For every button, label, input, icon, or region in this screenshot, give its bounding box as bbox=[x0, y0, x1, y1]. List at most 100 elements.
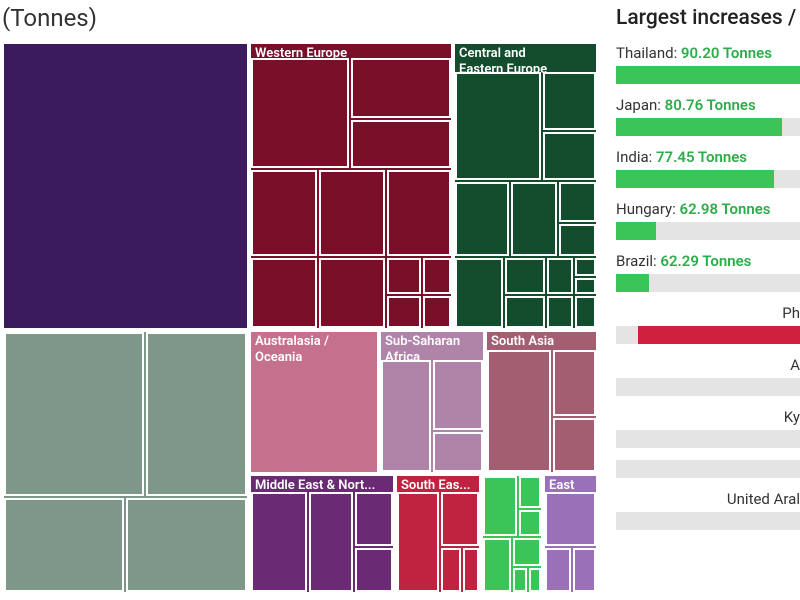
treemap-cell-we-12[interactable] bbox=[423, 296, 451, 328]
left-panel: (Tonnes) Western EuropeCentral andEaster… bbox=[0, 0, 600, 600]
bar-track bbox=[616, 512, 800, 530]
treemap-cell-cee-11[interactable] bbox=[547, 258, 573, 294]
treemap-cell-we-4[interactable] bbox=[251, 170, 317, 256]
treemap-label: Australasia /Oceania bbox=[255, 334, 329, 365]
treemap-cell-ea-1[interactable] bbox=[545, 492, 596, 546]
treemap-cell-la-6[interactable] bbox=[513, 568, 527, 592]
treemap-cell-cee-2[interactable] bbox=[543, 72, 596, 130]
treemap-cell-ea-3[interactable] bbox=[573, 548, 596, 592]
treemap-cell-we-9[interactable] bbox=[387, 258, 421, 294]
treemap-cell-ssa-2[interactable] bbox=[433, 360, 483, 430]
increase-label: Thailand: 90.20 Tonnes bbox=[616, 44, 800, 62]
treemap-cell-cee-1[interactable] bbox=[455, 72, 541, 180]
treemap-cell-ssa-1[interactable] bbox=[381, 360, 431, 472]
treemap-cell-cee-14[interactable] bbox=[547, 296, 573, 328]
decrease-row: United Aral bbox=[616, 490, 800, 530]
treemap-cell-mena-1[interactable] bbox=[251, 492, 307, 592]
treemap-cell-mena-4[interactable] bbox=[355, 548, 393, 592]
bar-track bbox=[616, 378, 800, 396]
increase-label: Brazil: 62.29 Tonnes bbox=[616, 252, 800, 270]
treemap-cell-cee-13[interactable] bbox=[575, 278, 596, 294]
treemap-cell-la-1[interactable] bbox=[483, 476, 517, 536]
treemap-cell-sea-4[interactable] bbox=[463, 548, 479, 592]
bar-track bbox=[616, 430, 800, 448]
decrease-label: Ph bbox=[616, 304, 800, 322]
decrease-row: Ky bbox=[616, 408, 800, 448]
bar-fill bbox=[616, 118, 782, 136]
dashboard-container: (Tonnes) Western EuropeCentral andEaster… bbox=[0, 0, 800, 600]
increases-title: Largest increases / bbox=[616, 6, 800, 44]
bar-fill bbox=[616, 274, 649, 292]
increase-label: India: 77.45 Tonnes bbox=[616, 148, 800, 166]
treemap-cell-cee-8[interactable] bbox=[455, 258, 503, 328]
bar-track bbox=[616, 326, 800, 344]
treemap-cell-cee-6[interactable] bbox=[559, 182, 596, 222]
treemap-cell-cee-15[interactable] bbox=[575, 296, 596, 328]
treemap-cell-sa-3[interactable] bbox=[553, 418, 596, 472]
decrease-label: A bbox=[616, 356, 800, 374]
treemap-cell-big-purple[interactable] bbox=[2, 42, 249, 330]
treemap-cell-we-2[interactable] bbox=[351, 58, 451, 118]
treemap-cell-we-6[interactable] bbox=[387, 170, 451, 256]
bar-fill bbox=[616, 66, 800, 84]
increase-label: Hungary: 62.98 Tonnes bbox=[616, 200, 800, 218]
treemap-cell-sea-1[interactable] bbox=[397, 492, 439, 592]
decrease-row: Ph bbox=[616, 304, 800, 344]
decrease-label: United Aral bbox=[616, 490, 800, 508]
treemap-cell-we-11[interactable] bbox=[387, 296, 421, 328]
decrease-list: Ph A Ky United Aral bbox=[616, 304, 800, 530]
increase-list: Thailand: 90.20 Tonnes Japan: 80.76 Tonne… bbox=[616, 44, 800, 292]
increase-row: India: 77.45 Tonnes bbox=[616, 148, 800, 188]
treemap-cell-we-3[interactable] bbox=[351, 120, 451, 168]
treemap-cell-cee-7[interactable] bbox=[559, 224, 596, 256]
treemap-cell-na-2[interactable] bbox=[146, 332, 247, 496]
treemap-cell-ea-2[interactable] bbox=[545, 548, 571, 592]
bar-fill bbox=[616, 170, 774, 188]
bar-track bbox=[616, 66, 800, 84]
treemap-cell-we-8[interactable] bbox=[319, 258, 385, 328]
treemap-cell-we-10[interactable] bbox=[423, 258, 451, 294]
treemap-cell-sa-1[interactable] bbox=[487, 350, 551, 472]
treemap-cell-na-4[interactable] bbox=[126, 498, 247, 592]
bar-track bbox=[616, 460, 800, 478]
treemap-cell-na-3[interactable] bbox=[4, 498, 124, 592]
treemap[interactable]: Western EuropeCentral andEastern EuropeA… bbox=[2, 42, 598, 594]
treemap-cell-la-4[interactable] bbox=[483, 538, 511, 592]
treemap-cell-we-7[interactable] bbox=[251, 258, 317, 328]
treemap-cell-we-1[interactable] bbox=[251, 58, 349, 168]
treemap-cell-sea-2[interactable] bbox=[441, 492, 479, 546]
treemap-cell-la-5[interactable] bbox=[513, 538, 541, 566]
treemap-cell-sea-3[interactable] bbox=[441, 548, 461, 592]
bar-track bbox=[616, 274, 800, 292]
decrease-row bbox=[616, 460, 800, 478]
treemap-cell-sa-2[interactable] bbox=[553, 350, 596, 416]
treemap-label: South Asia bbox=[491, 334, 554, 350]
treemap-cell-cee-4[interactable] bbox=[455, 182, 509, 256]
treemap-cell-we-5[interactable] bbox=[319, 170, 385, 256]
treemap-cell-la-7[interactable] bbox=[529, 568, 541, 592]
bar-fill bbox=[638, 326, 800, 344]
decrease-row: A bbox=[616, 356, 800, 396]
right-panel: Largest increases / Thailand: 90.20 Tonn… bbox=[600, 0, 800, 600]
treemap-cell-ao-parent[interactable]: Australasia /Oceania bbox=[249, 330, 379, 474]
treemap-cell-mena-2[interactable] bbox=[309, 492, 353, 592]
decrease-label: Ky bbox=[616, 408, 800, 426]
bar-track bbox=[616, 222, 800, 240]
treemap-cell-cee-10[interactable] bbox=[505, 296, 545, 328]
increase-row: Brazil: 62.29 Tonnes bbox=[616, 252, 800, 292]
treemap-title: (Tonnes) bbox=[0, 0, 600, 42]
treemap-cell-la-2[interactable] bbox=[519, 476, 541, 508]
treemap-cell-na-1[interactable] bbox=[4, 332, 144, 496]
treemap-cell-cee-5[interactable] bbox=[511, 182, 557, 256]
treemap-cell-mena-3[interactable] bbox=[355, 492, 393, 546]
treemap-cell-cee-12[interactable] bbox=[575, 258, 596, 276]
bar-track bbox=[616, 170, 800, 188]
treemap-cell-cee-3[interactable] bbox=[543, 132, 596, 180]
increase-row: Hungary: 62.98 Tonnes bbox=[616, 200, 800, 240]
bar-track bbox=[616, 118, 800, 136]
treemap-cell-cee-9[interactable] bbox=[505, 258, 545, 294]
treemap-cell-ssa-3[interactable] bbox=[433, 432, 483, 472]
increase-row: Japan: 80.76 Tonnes bbox=[616, 96, 800, 136]
treemap-cell-la-3[interactable] bbox=[519, 510, 541, 536]
bar-fill bbox=[616, 222, 656, 240]
